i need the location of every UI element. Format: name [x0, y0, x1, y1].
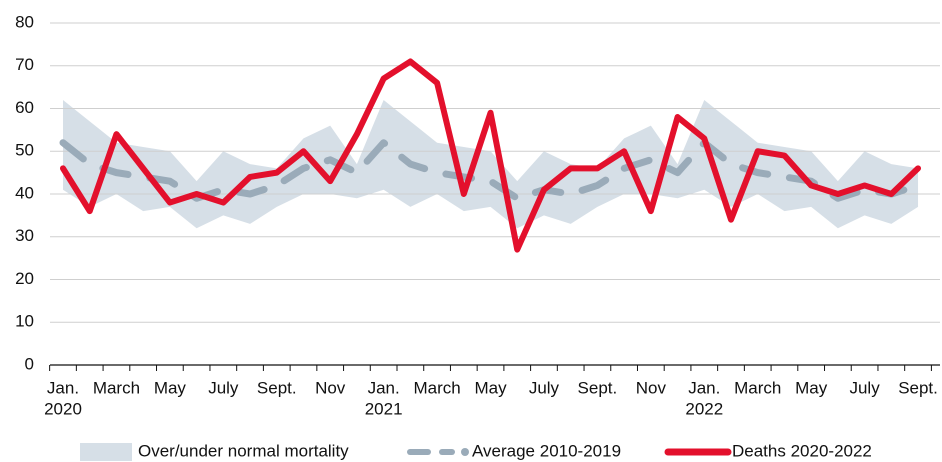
x-tick-label: Jan. [368, 378, 400, 397]
legend-dot [461, 448, 469, 456]
legend-label: Average 2010-2019 [472, 441, 621, 460]
x-tick-label: March [413, 378, 460, 397]
deaths-line [60, 58, 922, 253]
x-tick-label: Nov [636, 378, 667, 397]
x-tick-label: Jan. [47, 378, 79, 397]
x-tick-label: March [93, 378, 140, 397]
x-tick-label: March [734, 378, 781, 397]
y-tick-label: 50 [15, 141, 34, 160]
year-label: 2022 [685, 399, 723, 418]
y-tick-label: 40 [15, 183, 34, 202]
legend-label: Over/under normal mortality [138, 441, 349, 460]
x-tick-label: May [795, 378, 828, 397]
x-tick-label: July [849, 378, 880, 397]
y-tick-label: 20 [15, 269, 34, 288]
y-tick-label: 70 [15, 55, 34, 74]
y-tick-label: 60 [15, 98, 34, 117]
y-tick-label: 30 [15, 226, 34, 245]
year-label: 2020 [44, 399, 82, 418]
legend-swatch [80, 443, 132, 461]
x-tick-label: Sept. [898, 378, 938, 397]
x-tick-label: Jan. [688, 378, 720, 397]
band-area [63, 99, 919, 229]
x-tick-label: May [154, 378, 187, 397]
x-tick-label: Nov [315, 378, 346, 397]
x-tick-label: July [208, 378, 239, 397]
x-tick-label: July [529, 378, 560, 397]
y-tick-label: 10 [15, 312, 34, 331]
x-tick-label: May [474, 378, 507, 397]
year-label: 2021 [365, 399, 403, 418]
y-tick-label: 80 [15, 12, 34, 31]
x-tick-label: Sept. [257, 378, 297, 397]
y-tick-label: 0 [25, 354, 34, 373]
legend-label: Deaths 2020-2022 [732, 441, 872, 460]
x-tick-label: Sept. [578, 378, 618, 397]
